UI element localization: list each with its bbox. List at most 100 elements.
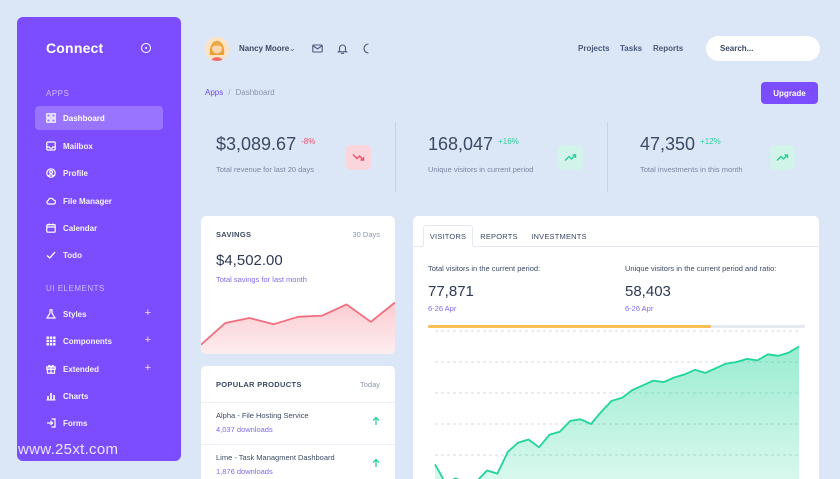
user-circle-icon (46, 168, 56, 178)
product-downloads: 1,876 downloads (216, 467, 273, 476)
sidebar-item-styles[interactable]: Styles + (35, 302, 163, 326)
stat-value: 168,047 (428, 134, 494, 154)
visitors-unique-value: 58,403 (625, 283, 671, 300)
stat-visitors: 168,047 +16% Unique visitors in current p… (428, 134, 533, 174)
stat-label: Total investments in this month (640, 165, 743, 174)
tab-bar: VISITORS REPORTS INVESTMENTS (413, 216, 819, 247)
product-name: Lime - Task Managment Dashboard (216, 453, 335, 462)
sidebar-item-label: Todo (63, 250, 82, 260)
arrow-up-icon (371, 458, 381, 468)
grid-icon (46, 113, 56, 123)
tab-investments[interactable]: INVESTMENTS (531, 231, 587, 241)
avatar[interactable] (205, 37, 229, 61)
divider (395, 122, 396, 192)
product-downloads: 4,037 downloads (216, 425, 273, 434)
check-icon (46, 250, 56, 260)
nav-link-reports[interactable]: Reports (653, 44, 684, 53)
period-select[interactable]: Today (359, 380, 380, 389)
stat-label: Total revenue for last 20 days (216, 165, 314, 174)
sidebar-item-label: Styles (63, 309, 87, 319)
sidebar-item-label: Charts (63, 391, 89, 401)
mail-icon[interactable] (312, 43, 323, 54)
sidebar-toggle-icon[interactable] (141, 43, 151, 53)
breadcrumb-link-apps[interactable]: Apps (205, 88, 224, 97)
sidebar-item-calendar[interactable]: Calendar (35, 216, 163, 240)
moon-icon[interactable] (362, 43, 373, 54)
visitors-total-date: 6-26 Apr (428, 304, 457, 313)
sidebar-item-forms[interactable]: Forms (35, 411, 163, 435)
visitors-card: VISITORS REPORTS INVESTMENTS Total visit… (413, 216, 819, 479)
sidebar-item-file-manager[interactable]: File Manager (35, 189, 163, 213)
visitors-unique-label: Unique visitors in the current period an… (625, 264, 777, 273)
plus-icon[interactable]: + (144, 307, 151, 319)
bar-chart-icon (46, 391, 56, 401)
cloud-icon (46, 196, 56, 206)
visitors-unique-date: 6-26 Apr (625, 304, 654, 313)
search-input[interactable] (706, 36, 820, 61)
breadcrumb-separator: / (228, 88, 231, 97)
sidebar-item-extended[interactable]: Extended + (35, 357, 163, 381)
sidebar-item-label: Mailbox (63, 141, 93, 151)
tab-reports[interactable]: REPORTS (480, 231, 518, 241)
plus-icon[interactable]: + (144, 362, 151, 374)
upgrade-button[interactable]: Upgrade (761, 82, 818, 104)
sidebar-item-mailbox[interactable]: Mailbox (35, 134, 163, 158)
user-name[interactable]: Nancy Moore (239, 44, 290, 53)
tab-visitors[interactable]: VISITORS (423, 225, 473, 247)
chevron-down-icon[interactable]: ⌄ (289, 44, 296, 53)
card-title: POPULAR PRODUCTS (216, 380, 302, 389)
sidebar-item-todo[interactable]: Todo (35, 243, 163, 267)
stat-change: -8% (301, 137, 316, 146)
sidebar-item-label: Dashboard (63, 113, 105, 123)
brand-logo[interactable]: Connect (46, 40, 104, 56)
sidebar-item-profile[interactable]: Profile (35, 161, 163, 185)
trending-up-icon (770, 145, 795, 170)
dots-grid-icon (46, 336, 56, 346)
stat-revenue: $3,089.67 -8% Total revenue for last 20 d… (216, 134, 315, 174)
card-title: SAVINGS (216, 230, 252, 239)
stat-value: $3,089.67 (216, 134, 297, 154)
period-select[interactable]: 30 Days (352, 230, 380, 239)
progress-fill (428, 325, 711, 328)
watermark: www.25xt.com (18, 441, 119, 458)
inbox-icon (46, 141, 56, 151)
sidebar-item-label: Profile (63, 168, 88, 178)
sidebar: Connect APPS Dashboard Mailbox Profile F… (17, 17, 181, 461)
stat-change: +12% (700, 137, 721, 146)
arrow-up-icon (371, 416, 381, 426)
breadcrumb: Apps / Dashboard (205, 88, 275, 97)
visitors-area-chart (434, 330, 800, 479)
stat-value: 47,350 (640, 134, 696, 154)
trending-down-icon (346, 145, 371, 170)
sign-in-icon (46, 418, 56, 428)
visitors-total-label: Total visitors in the current period: (428, 264, 541, 273)
sidebar-item-dashboard[interactable]: Dashboard (35, 106, 163, 130)
visitors-total-value: 77,871 (428, 283, 474, 300)
popular-products-card: POPULAR PRODUCTS Today Alpha - File Host… (201, 366, 395, 479)
stat-label: Unique visitors in current period (428, 165, 534, 174)
sidebar-item-charts[interactable]: Charts (35, 384, 163, 408)
series-line (434, 345, 800, 479)
sidebar-item-label: Components (63, 336, 112, 346)
nav-link-tasks[interactable]: Tasks (620, 44, 643, 53)
flask-icon (46, 309, 56, 319)
product-name: Alpha - File Hosting Service (216, 411, 309, 420)
nav-link-projects[interactable]: Projects (578, 44, 610, 53)
area-fill (201, 302, 395, 354)
savings-card: SAVINGS 30 Days $4,502.00 Total savings … (201, 216, 395, 354)
section-label-apps: APPS (46, 89, 70, 98)
list-item[interactable]: Lime - Task Managment Dashboard 1,876 do… (201, 444, 395, 479)
savings-label: Total savings for last month (216, 275, 307, 284)
sidebar-item-label: Calendar (63, 223, 98, 233)
sidebar-item-label: File Manager (63, 196, 112, 206)
breadcrumb-current: Dashboard (235, 88, 275, 97)
divider (607, 122, 608, 192)
savings-area-chart (201, 301, 395, 354)
bell-icon[interactable] (337, 43, 348, 54)
area-fill (435, 346, 799, 479)
sidebar-item-label: Forms (63, 418, 88, 428)
list-item[interactable]: Alpha - File Hosting Service 4,037 downl… (201, 402, 395, 444)
sidebar-item-components[interactable]: Components + (35, 329, 163, 353)
plus-icon[interactable]: + (144, 334, 151, 346)
calendar-icon (46, 223, 56, 233)
